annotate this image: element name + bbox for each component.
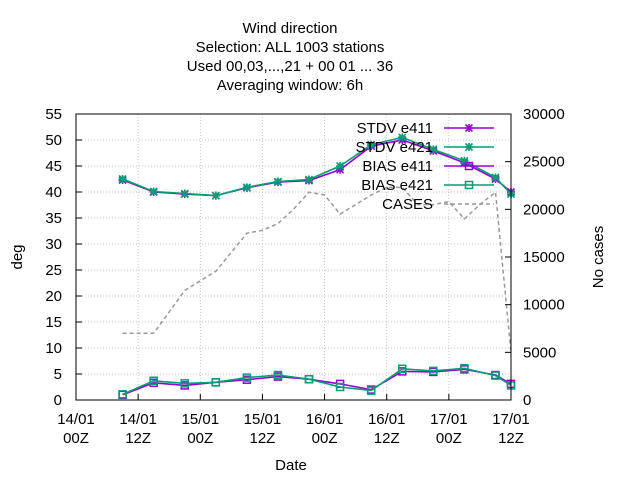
series-stdv-e421 [118,133,516,200]
legend-item: STDV e411 [357,120,494,137]
data-point [211,191,220,200]
y-axis-label: deg [9,244,26,269]
chart-ticks: 0 5 10 15 20 25 30 35 40 45 50 55 0 5000 10000 15000 200… [45,106,564,447]
legend-label: STDV e411 [357,120,433,137]
legend-marker [464,180,474,190]
data-point [211,378,221,387]
legend-label: CASES [382,196,433,213]
data-point [304,175,314,184]
x-tick-label-hour: 12Z [498,430,524,447]
data-point [429,366,438,376]
x-tick-label-date: 15/01 [182,411,220,428]
data-point [366,386,376,395]
y-tick-label: 10 [45,340,62,357]
x-tick-label-hour: 00Z [436,430,462,447]
series-line [122,368,512,396]
legend-marker [464,161,474,171]
y2-tick-label: 20000 [523,201,565,218]
legend-label: BIAS e421 [361,177,433,194]
x-tick-label-date: 15/01 [244,411,282,428]
data-point [118,390,127,399]
data-point [460,156,469,165]
x-axis-label: Date [275,457,307,474]
data-point [149,376,158,386]
series-line [122,367,512,396]
data-point [180,379,189,388]
y2-tick-label: 0 [523,392,531,409]
x-tick-label-hour: 12Z [249,430,275,447]
data-point [273,177,283,186]
y-tick-label: 20 [45,288,62,305]
data-point [367,140,376,149]
x-tick-label-hour: 00Z [312,430,338,447]
data-point [491,371,500,380]
data-point [149,187,158,196]
y-tick-label: 35 [45,210,62,227]
y2-tick-label: 25000 [523,154,565,171]
y-tick-label: 40 [45,184,62,201]
data-point [118,174,127,184]
x-tick-label-hour: 12Z [374,430,400,447]
x-tick-label-date: 14/01 [119,411,157,428]
data-point [242,183,251,192]
chart-title-line: Used 00,03,...,21 + 00 01 ... 36 [187,58,393,75]
y2-tick-label: 15000 [523,249,565,266]
y-tick-label: 0 [54,392,62,409]
x-tick-label-date: 17/01 [492,411,530,428]
x-tick-label-date: 16/01 [368,411,406,428]
series-bias-e421 [118,364,516,399]
data-point [242,373,252,382]
y-tick-label: 5 [54,366,62,383]
chart-legend: STDV e411 STDV e421 BIAS e411 BIAS e421 CASE… [355,120,494,213]
series-line [122,136,512,197]
chart-title-line: Averaging window: 6h [217,77,363,94]
data-point [460,364,469,373]
y2-tick-label: 10000 [523,297,565,314]
y2-tick-label: 30000 [523,106,565,123]
y2-tick-label: 5000 [523,344,556,361]
y-tick-label: 45 [45,158,62,175]
data-point [398,364,407,374]
chart-title: Wind direction Selection: ALL 1003 statio… [187,20,393,94]
x-tick-label-date: 14/01 [57,411,95,428]
y-tick-label: 55 [45,106,62,123]
y-tick-label: 50 [45,132,62,149]
data-point [429,145,438,154]
x-tick-label-hour: 12Z [125,430,151,447]
x-tick-label-date: 17/01 [430,411,468,428]
legend-item: BIAS e421 [361,177,494,194]
data-point [273,370,283,380]
legend-label: BIAS e411 [362,158,433,175]
data-point [304,374,314,384]
y-tick-label: 15 [45,314,62,331]
y-tick-label: 25 [45,262,62,279]
legend-item: BIAS e411 [362,158,494,175]
x-tick-label-date: 16/01 [306,411,344,428]
data-point [491,173,500,182]
x-tick-label-hour: 00Z [187,430,213,447]
legend-label: STDV e421 [355,139,433,156]
legend-marker [464,123,474,133]
legend-item: CASES [382,196,494,213]
chart-grid [76,114,511,400]
data-point [180,189,189,198]
data-point [335,382,345,392]
y-tick-label: 30 [45,236,62,253]
legend-marker [464,142,474,152]
data-point [336,161,345,171]
chart-title-line: Wind direction [242,20,337,37]
chart-title-line: Selection: ALL 1003 stations [196,39,385,56]
y2-axis-label: No cases [590,226,607,289]
legend-item: STDV e421 [355,139,494,156]
data-point [398,133,407,142]
x-tick-label-hour: 00Z [63,430,89,447]
